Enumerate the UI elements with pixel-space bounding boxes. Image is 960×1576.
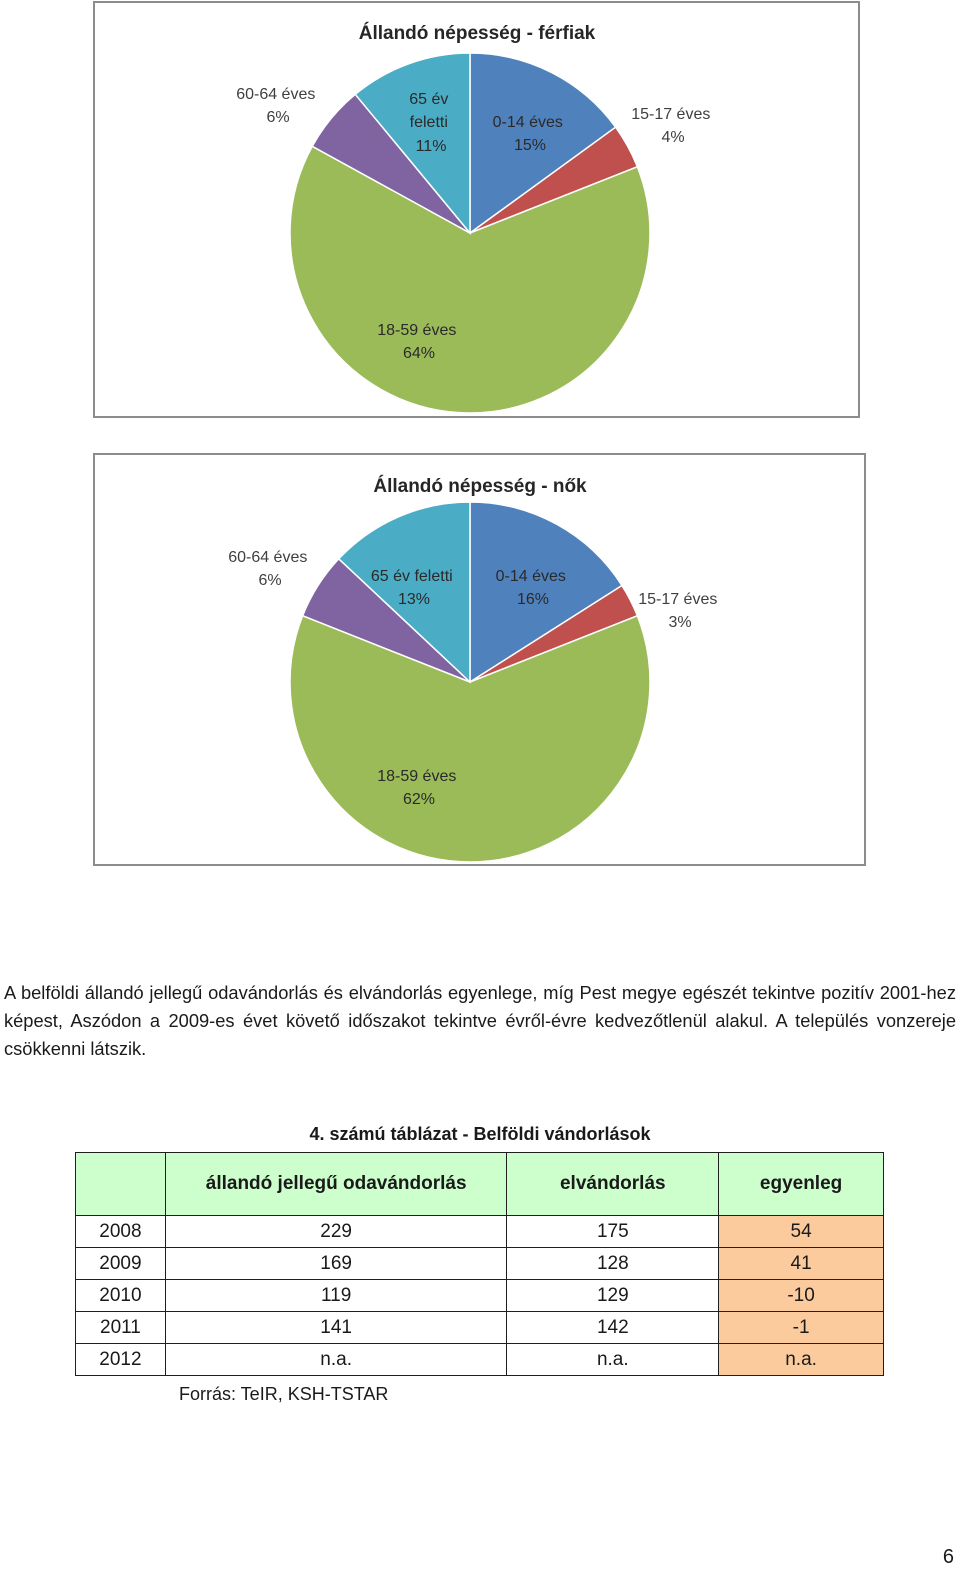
cell-in: 229 <box>164 1215 508 1248</box>
pie-slices <box>289 501 651 863</box>
table-header-row: állandó jellegű odavándorlás elvándorlás… <box>75 1152 884 1216</box>
slice-label-15-17: 15-17 éves 3% <box>638 591 722 631</box>
header-balance: egyenleg <box>718 1152 884 1216</box>
migration-table: állandó jellegű odavándorlás elvándorlás… <box>75 1152 884 1376</box>
pie-slice-0-14-éves <box>469 52 617 235</box>
table-row: 2010 119 129 -10 <box>75 1279 884 1312</box>
slice-label-65-plus: 65 év feletti 11% <box>409 91 453 155</box>
cell-out: n.a. <box>506 1343 720 1376</box>
header-year <box>75 1152 166 1216</box>
pie-slices <box>289 52 651 414</box>
table-row: 2012 n.a. n.a. n.a. <box>75 1343 884 1376</box>
cell-out: 128 <box>506 1247 720 1280</box>
cell-in: 141 <box>164 1311 508 1344</box>
pie-chart-men: Állandó népesség - férfiak 0-14 éves 15%… <box>236 22 715 414</box>
cell-balance: 54 <box>718 1215 884 1248</box>
cell-in: 119 <box>164 1279 508 1312</box>
cell-balance: -1 <box>718 1311 884 1344</box>
page-number: 6 <box>942 1546 954 1568</box>
slice-label-65-plus: 65 év feletti 13% <box>371 568 457 608</box>
chart-women: Állandó népesség - nők 0-14 éves 16% 15-… <box>93 453 866 866</box>
cell-year: 2009 <box>75 1247 166 1280</box>
table-row: 2011 141 142 -1 <box>75 1311 884 1344</box>
cell-out: 175 <box>506 1215 720 1248</box>
cell-out: 142 <box>506 1311 720 1344</box>
slice-label-0-14: 0-14 éves 16% <box>496 568 571 608</box>
header-in-migration: állandó jellegű odavándorlás <box>164 1152 508 1216</box>
slice-label-60-64: 60-64 éves 6% <box>236 86 320 126</box>
cell-in: 169 <box>164 1247 508 1280</box>
chart-title: Állandó népesség - nők <box>373 475 587 497</box>
cell-balance: 41 <box>718 1247 884 1280</box>
table-row: 2009 169 128 41 <box>75 1247 884 1280</box>
body-paragraph: A belföldi állandó jellegű odavándorlás … <box>4 982 956 1059</box>
cell-in: n.a. <box>164 1343 508 1376</box>
pie-slice-65-év-feletti <box>354 52 471 236</box>
table-caption: 4. számú táblázat - Belföldi vándorlások <box>309 1124 651 1144</box>
pie-slice-0-14-éves <box>469 501 624 684</box>
pie-slice-18-59-éves <box>289 614 651 863</box>
chart-men: Állandó népesség - férfiak 0-14 éves 15%… <box>93 1 860 418</box>
cell-out: 129 <box>506 1279 720 1312</box>
table-source: Forrás: TeIR, KSH-TSTAR <box>179 1384 389 1404</box>
header-out-migration: elvándorlás <box>506 1152 720 1216</box>
cell-year: 2010 <box>75 1279 166 1312</box>
cell-year: 2008 <box>75 1215 166 1248</box>
chart-title: Állandó népesség - férfiak <box>359 22 596 44</box>
cell-year: 2011 <box>75 1311 166 1344</box>
slice-label-18-59: 18-59 éves 64% <box>377 322 461 362</box>
pie-chart-women: Állandó népesség - nők 0-14 éves 16% 15-… <box>228 475 722 863</box>
pie-slice-18-59-éves <box>289 145 651 414</box>
cell-balance: n.a. <box>718 1343 884 1376</box>
cell-year: 2012 <box>75 1343 166 1376</box>
cell-balance: -10 <box>718 1279 884 1312</box>
table-row: 2008 229 175 54 <box>75 1215 884 1248</box>
slice-label-0-14: 0-14 éves 15% <box>493 114 568 154</box>
pie-slice-65-év-feletti <box>337 501 471 684</box>
slice-label-15-17: 15-17 éves 4% <box>631 106 715 146</box>
slice-label-18-59: 18-59 éves 62% <box>377 768 461 808</box>
slice-label-60-64: 60-64 éves 6% <box>228 549 312 589</box>
